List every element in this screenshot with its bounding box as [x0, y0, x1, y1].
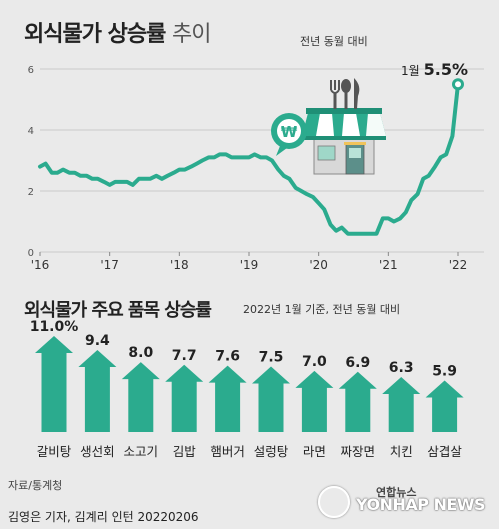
line-callout: 1월 5.5% [401, 60, 468, 79]
line-chart-x-ticks: '16 '17 '18 '19 '20 '21 '22 [31, 252, 468, 272]
line-chart-title: 외식물가 상승률 추이 [24, 16, 212, 48]
y-tick-label: 0 [28, 248, 34, 259]
bar-value-label: 9.4 [85, 333, 110, 349]
bar-category-label: 라면 [303, 444, 326, 459]
bar-arrow [35, 336, 73, 432]
logo-english: YONHAP NEWS [356, 495, 486, 514]
x-tick-label: '19 [240, 258, 259, 272]
y-tick-label: 4 [28, 126, 34, 137]
title-bold: 외식물가 상승률 [24, 22, 166, 47]
won-currency-icon: ₩ [271, 113, 307, 156]
restaurant-store-icon [302, 78, 386, 175]
bar-value-label: 11.0% [30, 320, 79, 335]
bar-chart-note: 2022년 1월 기준, 전년 동월 대비 [243, 303, 401, 316]
bar-arrow [425, 380, 464, 432]
bar-chart-title: 외식물가 주요 품목 상승률 [24, 300, 212, 321]
y-tick-label: 6 [28, 65, 34, 76]
bar-value-label: 7.6 [215, 349, 240, 365]
bar-arrow [165, 364, 204, 432]
bar-category-label: 치킨 [390, 444, 413, 459]
x-tick-label: '16 [31, 258, 50, 272]
y-tick-label: 2 [28, 187, 34, 198]
bar-category-label: 햄버거 [210, 444, 245, 459]
bar-value-label: 6.9 [345, 355, 370, 371]
bar-value-label: 7.0 [302, 354, 327, 370]
bar-category-label: 생선회 [80, 444, 115, 459]
bar-arrow [78, 349, 117, 432]
bar-value-label: 6.3 [389, 360, 414, 376]
callout-value: 5.5% [424, 60, 468, 79]
x-tick-label: '17 [100, 258, 119, 272]
bar-value-label: 7.7 [172, 348, 197, 364]
bar-chart: 11.0% 갈비탕 9.4 생선회 8.0 소고기 7.7 김밥 7.6 햄버거 7.5 설렁탕 7.0… [30, 320, 464, 459]
bar-arrow [252, 366, 290, 432]
yonhap-logo-mark-icon [318, 486, 350, 518]
bar-chart-bars: 11.0% 갈비탕 9.4 생선회 8.0 소고기 7.7 김밥 7.6 햄버거 7.5 설렁탕 7.0… [30, 320, 464, 459]
x-tick-label: '20 [309, 258, 328, 272]
title-light: 추이 [172, 22, 211, 47]
line-chart-unit: 전년 동월 대비 [300, 35, 368, 48]
bar-value-label: 7.5 [259, 350, 284, 366]
svg-text:₩: ₩ [281, 123, 298, 141]
bar-category-label: 설렁탕 [254, 444, 289, 459]
bar-arrow [121, 362, 160, 432]
bar-arrow [295, 370, 334, 432]
x-tick-label: '22 [449, 258, 468, 272]
bar-value-label: 8.0 [128, 345, 153, 361]
bar-category-label: 갈비탕 [37, 444, 72, 459]
bar-category-label: 소고기 [124, 444, 159, 459]
bar-arrow [208, 365, 247, 432]
line-series [38, 82, 460, 236]
bar-category-label: 삼겹살 [427, 444, 462, 459]
bar-category-label: 짜장면 [341, 444, 376, 459]
logo-korean: 연합뉴스 [376, 486, 417, 499]
bar-arrow [382, 377, 421, 432]
callout-month: 1월 [401, 64, 420, 78]
line-chart-y-ticks: 0 2 4 6 [28, 65, 34, 259]
bar-category-label: 김밥 [173, 444, 197, 459]
bar-arrow [338, 371, 377, 432]
source-note: 자료/통계청 [8, 479, 63, 492]
bar-value-label: 5.9 [432, 364, 457, 380]
line-chart: 0 2 4 6 '16 '17 '18 '19 '20 '21 '22 ₩ 1월 5.5% [28, 60, 484, 272]
line-chart-grid [40, 68, 484, 253]
x-tick-label: '18 [170, 258, 189, 272]
line-end-point [452, 78, 464, 91]
x-tick-label: '21 [379, 258, 398, 272]
credit-line: 김영은 기자, 김계리 인턴 20220206 [8, 510, 199, 524]
